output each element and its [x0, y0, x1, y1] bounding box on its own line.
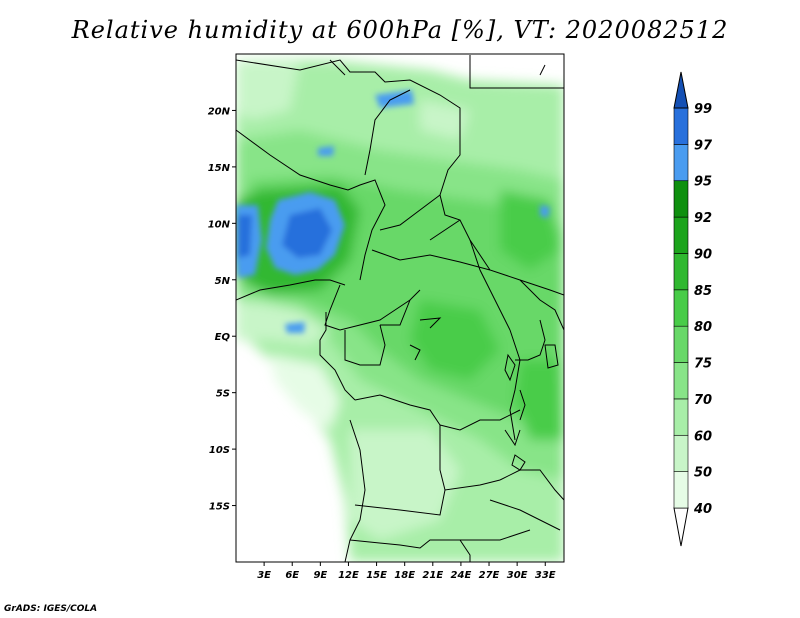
- colorbar-segment: [673, 362, 689, 400]
- colorbar-segment: [673, 107, 689, 145]
- colorbar-segment: [673, 471, 689, 509]
- colorbar-segment: [673, 216, 689, 254]
- country-borders: [236, 55, 564, 562]
- lon-tick-label: 15E: [366, 570, 387, 581]
- colorbar-level-label: 60: [694, 429, 712, 444]
- lon-tick-label: 3E: [257, 570, 271, 581]
- lon-tick-label: 27E: [479, 570, 500, 581]
- lat-tick-label: 15N: [208, 163, 231, 174]
- colorbar-level-label: 70: [694, 393, 712, 408]
- grads-credit: GrADS: IGES/COLA: [4, 604, 98, 614]
- colorbar-top-arrow: [673, 71, 689, 109]
- colorbar-segment: [673, 398, 689, 436]
- colorbar-segment: [673, 144, 689, 182]
- lat-tick-label: 10N: [208, 219, 231, 230]
- longitude-axis: 3E 6E 9E 12E 15E 18E 21E 24E 27E 30E 33E: [257, 562, 556, 581]
- colorbar-level-label: 95: [694, 175, 712, 190]
- colorbar-level-label: 85: [694, 284, 712, 299]
- map-title: Relative humidity at 600hPa [%], VT: 202…: [71, 16, 729, 44]
- lon-tick-label: 30E: [507, 570, 528, 581]
- lon-tick-label: 9E: [313, 570, 327, 581]
- colorbar-level-label: 75: [694, 357, 712, 372]
- lon-tick-label: 21E: [422, 570, 443, 581]
- lat-tick-label: 10S: [209, 445, 230, 456]
- colorbar-level-label: 50: [694, 466, 712, 481]
- colorbar-level-label: 99: [694, 102, 712, 117]
- colorbar-segment: [673, 180, 689, 218]
- colorbar-level-label: 40: [693, 502, 712, 517]
- lat-tick-label: 15S: [209, 502, 230, 513]
- colorbar-level-label: 97: [694, 138, 713, 153]
- lon-tick-label: 12E: [338, 570, 359, 581]
- humidity-field: [236, 54, 564, 562]
- map-frame: [235, 53, 565, 563]
- lat-tick-label: 20N: [208, 106, 231, 117]
- lon-tick-label: 6E: [285, 570, 299, 581]
- lat-tick-label: 5N: [215, 276, 231, 287]
- colorbar-segment: [673, 289, 689, 327]
- colorbar-segment: [673, 434, 689, 472]
- colorbar-level-label: 80: [694, 320, 712, 335]
- lat-tick-label: 5S: [216, 389, 230, 400]
- colorbar-bottom-arrow: [673, 507, 689, 547]
- colorbar-segment: [673, 325, 689, 363]
- colorbar-level-label: 90: [694, 247, 712, 262]
- lon-tick-label: 18E: [394, 570, 415, 581]
- colorbar-level-label: 92: [694, 211, 712, 226]
- lon-tick-label: 33E: [535, 570, 556, 581]
- latitude-axis: 20N 15N 10N 5N EQ 5S 10S 15S: [208, 106, 236, 513]
- colorbar-segment: [673, 253, 689, 291]
- colorbar: 40 50 60 70 75 80 85 90 92 95 97 99: [673, 71, 713, 547]
- lat-tick-label: EQ: [215, 332, 231, 343]
- lon-tick-label: 24E: [451, 570, 472, 581]
